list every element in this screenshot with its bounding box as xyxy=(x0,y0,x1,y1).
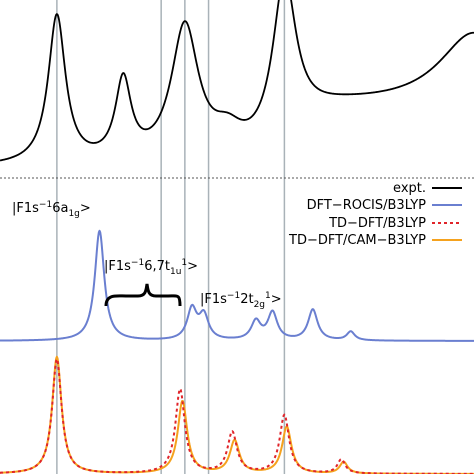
legend-label-rocis: DFT−ROCIS/B3LYP xyxy=(307,198,427,213)
legend-label-expt: expt. xyxy=(393,181,426,196)
reference-lines xyxy=(56,0,286,474)
annotation-brace xyxy=(104,283,182,307)
series-line-0 xyxy=(0,0,474,162)
annotation-t2g-sub: 2g xyxy=(254,300,265,310)
annotation-t2g-base: |F1s xyxy=(200,292,227,307)
annotation-t2g-mid: 2t xyxy=(240,292,253,307)
annotation-a1g-mid: 6a xyxy=(52,201,68,216)
annotation-a1g-end: > xyxy=(80,201,91,216)
annotation-a1g-sup: −1 xyxy=(39,200,52,210)
series-line-2 xyxy=(0,358,474,474)
annotation-t1u-end: > xyxy=(187,259,198,274)
annotation-t1u-sup2: 1 xyxy=(181,258,187,268)
annotation-t2g-sup2: 1 xyxy=(265,291,271,301)
series-line-1 xyxy=(0,229,474,342)
annotation-a1g-base: |F1s xyxy=(12,201,39,216)
legend-label-tddft-b3lyp: TD−DFT/B3LYP xyxy=(328,216,426,231)
annotation-t1u: |F1s−16,7t1u1> xyxy=(104,258,198,277)
annotation-t1u-sub: 1u xyxy=(170,267,181,277)
annotation-t2g: |F1s−12t2g1> xyxy=(200,291,282,310)
annotation-t1u-sup: −1 xyxy=(131,258,144,268)
annotation-a1g-sub: 1g xyxy=(68,209,79,219)
annotation-a1g: |F1s−16a1g> xyxy=(12,200,91,219)
annotation-t1u-mid: 6,7t xyxy=(144,259,170,274)
annotation-t1u-base: |F1s xyxy=(104,259,131,274)
annotation-t2g-end: > xyxy=(271,292,282,307)
annotation-t2g-sup: −1 xyxy=(227,291,240,301)
legend: expt. DFT−ROCIS/B3LYP TD−DFT/B3LYP TD−DF… xyxy=(288,181,462,248)
legend-label-tddft-cam: TD−DFT/CAM−B3LYP xyxy=(288,233,426,248)
